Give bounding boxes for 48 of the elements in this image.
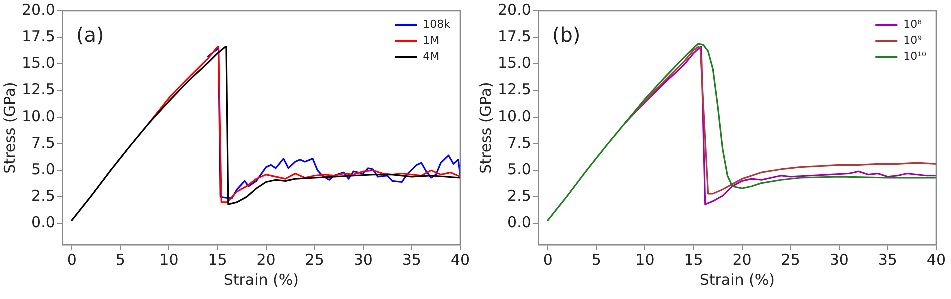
x-tick-label: 40 bbox=[926, 250, 946, 269]
y-tick-label: 2.5 bbox=[508, 187, 532, 206]
x-tick-label: 40 bbox=[450, 250, 470, 269]
y-tick-label: 20.0 bbox=[22, 0, 56, 19]
x-tick-label: 15 bbox=[684, 250, 704, 269]
x-tick-label: 20 bbox=[256, 250, 276, 269]
y-tick-label: 10.0 bbox=[498, 107, 532, 126]
x-tick-label: 30 bbox=[830, 250, 849, 269]
x-tick-label: 25 bbox=[305, 250, 324, 269]
y-tick-label: 0.0 bbox=[32, 214, 56, 232]
y-tick-label: 10.0 bbox=[22, 107, 56, 126]
y-tick-label: 7.5 bbox=[508, 134, 532, 152]
y-axis-title: Stress (GPa) bbox=[0, 82, 19, 174]
x-tick-label: 10 bbox=[160, 250, 179, 269]
y-tick-label: 17.5 bbox=[22, 27, 56, 46]
x-tick-label: 5 bbox=[592, 250, 602, 269]
x-tick-label: 5 bbox=[116, 250, 126, 269]
x-axis-title: Strain (%) bbox=[224, 270, 300, 289]
y-tick-label: 2.5 bbox=[32, 187, 56, 206]
y-tick-label: 5.0 bbox=[32, 160, 56, 178]
y-tick-label: 0.0 bbox=[508, 214, 532, 232]
annotation: (a) bbox=[76, 23, 104, 48]
legend-label: 10¹⁰ bbox=[904, 50, 928, 63]
y-axis-title: Stress (GPa) bbox=[476, 82, 495, 174]
y-tick-label: 5.0 bbox=[508, 160, 532, 178]
legend-label: 10⁸ bbox=[904, 18, 923, 31]
legend-label: 1M bbox=[423, 34, 440, 47]
y-tick-label: 7.5 bbox=[32, 134, 56, 152]
x-axis-title: Strain (%) bbox=[700, 270, 776, 289]
y-tick-label: 20.0 bbox=[498, 0, 532, 19]
y-tick-label: 15.0 bbox=[498, 54, 532, 72]
y-tick-label: 12.5 bbox=[498, 80, 532, 99]
x-tick-label: 0 bbox=[67, 250, 77, 269]
y-tick-label: 12.5 bbox=[22, 80, 56, 99]
x-tick-label: 0 bbox=[543, 250, 553, 269]
legend-label: 10⁹ bbox=[904, 34, 922, 47]
legend-label: 4M bbox=[423, 50, 440, 63]
x-tick-label: 20 bbox=[732, 250, 752, 269]
x-tick-label: 30 bbox=[354, 250, 373, 269]
y-tick-label: 17.5 bbox=[498, 27, 532, 46]
x-tick-label: 35 bbox=[402, 250, 422, 269]
annotation: (b) bbox=[552, 23, 581, 48]
x-tick-label: 15 bbox=[208, 250, 228, 269]
y-tick-label: 15.0 bbox=[22, 54, 56, 72]
x-tick-label: 10 bbox=[636, 250, 655, 269]
x-tick-label: 25 bbox=[781, 250, 800, 269]
legend-label: 108k bbox=[423, 18, 452, 31]
x-tick-label: 35 bbox=[878, 250, 898, 269]
